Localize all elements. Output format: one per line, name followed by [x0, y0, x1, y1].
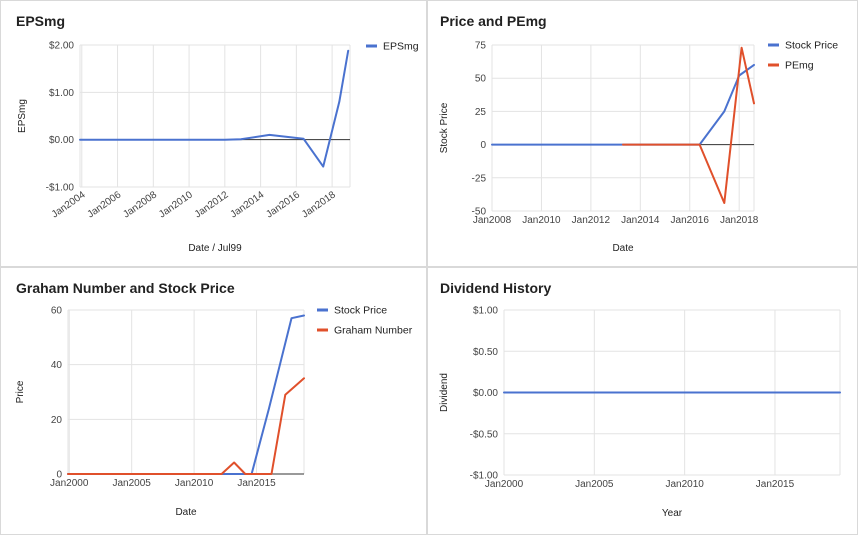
- legend-swatch: [366, 44, 377, 48]
- x-tick-label: Jan2012: [572, 215, 611, 226]
- legend-swatch: [317, 308, 328, 312]
- y-tick-label: 0: [480, 140, 486, 151]
- y-tick-label: 25: [475, 107, 487, 118]
- x-tick-label: Jan2016: [671, 215, 710, 226]
- x-tick-label: Jan2005: [112, 478, 151, 489]
- y-tick-label: 50: [475, 74, 487, 85]
- chart-title: Graham Number and Stock Price: [16, 280, 235, 296]
- x-tick-label: Jan2000: [50, 478, 89, 489]
- y-tick-label: $0.50: [473, 347, 498, 358]
- x-tick-label: Jan2010: [175, 478, 214, 489]
- y-axis-label: Stock Price: [439, 102, 450, 153]
- x-tick-label: Jan2015: [237, 478, 276, 489]
- series-line-stock-price: [491, 63, 755, 146]
- x-tick-label: Jan2018: [300, 189, 338, 220]
- legend-item[interactable]: Graham Number: [317, 325, 413, 337]
- chart-panel-dividend-history: Dividend History -$1.00 -$0.50 $0.00 $0.50 $1…: [428, 268, 857, 534]
- y-tick-label: 40: [51, 360, 63, 371]
- y-tick-label: $2.00: [49, 41, 74, 52]
- chart-panel-price-pemg: Price and PEmg -50 -25 0 25 50 75 Jan2008 Jan201…: [428, 1, 857, 266]
- chart-title: EPSmg: [16, 13, 65, 29]
- chart-svg-graham-number: Graham Number and Stock Price 0 20 40 60 Jan2…: [15, 280, 413, 518]
- y-tick-label: -50: [472, 207, 487, 218]
- chart-title: Dividend History: [440, 280, 551, 296]
- y-axis-label: Dividend: [439, 373, 450, 412]
- x-tick-label: Jan2010: [522, 215, 561, 226]
- x-gridlines: [79, 45, 351, 187]
- legend-label: Stock Price: [785, 40, 838, 52]
- x-gridlines: [67, 310, 305, 474]
- chart-svg-price-pemg: Price and PEmg -50 -25 0 25 50 75 Jan2008 Jan201…: [439, 13, 838, 254]
- legend-item[interactable]: PEmg: [768, 60, 814, 72]
- legend-swatch: [768, 63, 779, 67]
- x-tick-label: Jan2014: [621, 215, 660, 226]
- legend-swatch: [768, 43, 779, 47]
- x-tick-label: Jan2015: [756, 479, 795, 490]
- y-gridlines: [492, 44, 754, 212]
- y-tick-label: -$1.00: [46, 183, 75, 194]
- x-tick-label: Jan2005: [575, 479, 614, 490]
- y-tick-label: -$1.00: [470, 471, 499, 482]
- y-tick-label: 60: [51, 306, 63, 317]
- y-tick-label: $0.00: [473, 388, 498, 399]
- x-tick-label: Jan2000: [485, 479, 524, 490]
- y-tick-label: -$0.50: [470, 429, 499, 440]
- legend-swatch: [317, 328, 328, 332]
- legend-item[interactable]: EPSmg: [366, 41, 419, 53]
- x-axis-label: Year: [662, 508, 683, 519]
- legend-label: Graham Number: [334, 325, 413, 337]
- x-tick-label: Jan2008: [121, 189, 159, 220]
- x-tick-label: Jan2016: [264, 189, 302, 220]
- chart-panel-epsmg: EPSmg -$1.00 $0.00 $1.00 $2.00 Jan2004 Jan2006…: [1, 1, 426, 266]
- y-tick-label: -25: [472, 173, 487, 184]
- y-tick-label: $0.00: [49, 135, 74, 146]
- x-axis-label: Date / Jul99: [188, 243, 242, 254]
- y-gridlines: [68, 309, 304, 475]
- chart-svg-dividend-history: Dividend History -$1.00 -$0.50 $0.00 $0.50 $1…: [439, 280, 841, 519]
- legend-label: Stock Price: [334, 305, 387, 317]
- y-axis-label: Price: [15, 380, 26, 403]
- x-tick-label: Jan2008: [473, 215, 512, 226]
- legend-item[interactable]: Stock Price: [768, 40, 838, 52]
- y-axis-label: EPSmg: [17, 99, 28, 133]
- y-tick-label: 75: [475, 41, 487, 52]
- series-line-graham-number: [67, 377, 305, 475]
- x-tick-label: Jan2018: [720, 215, 759, 226]
- x-axis-label: Date: [175, 507, 197, 518]
- x-axis-label: Date: [612, 243, 634, 254]
- legend-label: EPSmg: [383, 41, 419, 53]
- y-tick-label: 0: [56, 470, 62, 481]
- chart-panel-graham-number: Graham Number and Stock Price 0 20 40 60 Jan2…: [1, 268, 426, 534]
- series-line-pemg: [622, 46, 755, 204]
- x-tick-label: Jan2006: [86, 189, 124, 220]
- x-tick-label: Jan2010: [157, 189, 195, 220]
- chart-svg-epsmg: EPSmg -$1.00 $0.00 $1.00 $2.00 Jan2004Jan2006…: [16, 13, 419, 254]
- y-tick-label: 20: [51, 415, 63, 426]
- x-gridlines: [491, 45, 755, 211]
- x-tick-label: Jan2014: [229, 189, 267, 220]
- series-line-stock-price: [67, 314, 305, 475]
- x-tick-label: Jan2010: [665, 479, 704, 490]
- y-tick-label: $1.00: [49, 88, 74, 99]
- x-tick-label: Jan2012: [193, 189, 231, 220]
- legend-item[interactable]: Stock Price: [317, 305, 387, 317]
- x-tick-label: Jan2004: [50, 189, 88, 220]
- y-gridlines: [80, 44, 350, 188]
- series-line-epsmg: [79, 49, 350, 168]
- chart-title: Price and PEmg: [440, 13, 547, 29]
- legend-label: PEmg: [785, 60, 814, 72]
- y-tick-label: $1.00: [473, 306, 498, 317]
